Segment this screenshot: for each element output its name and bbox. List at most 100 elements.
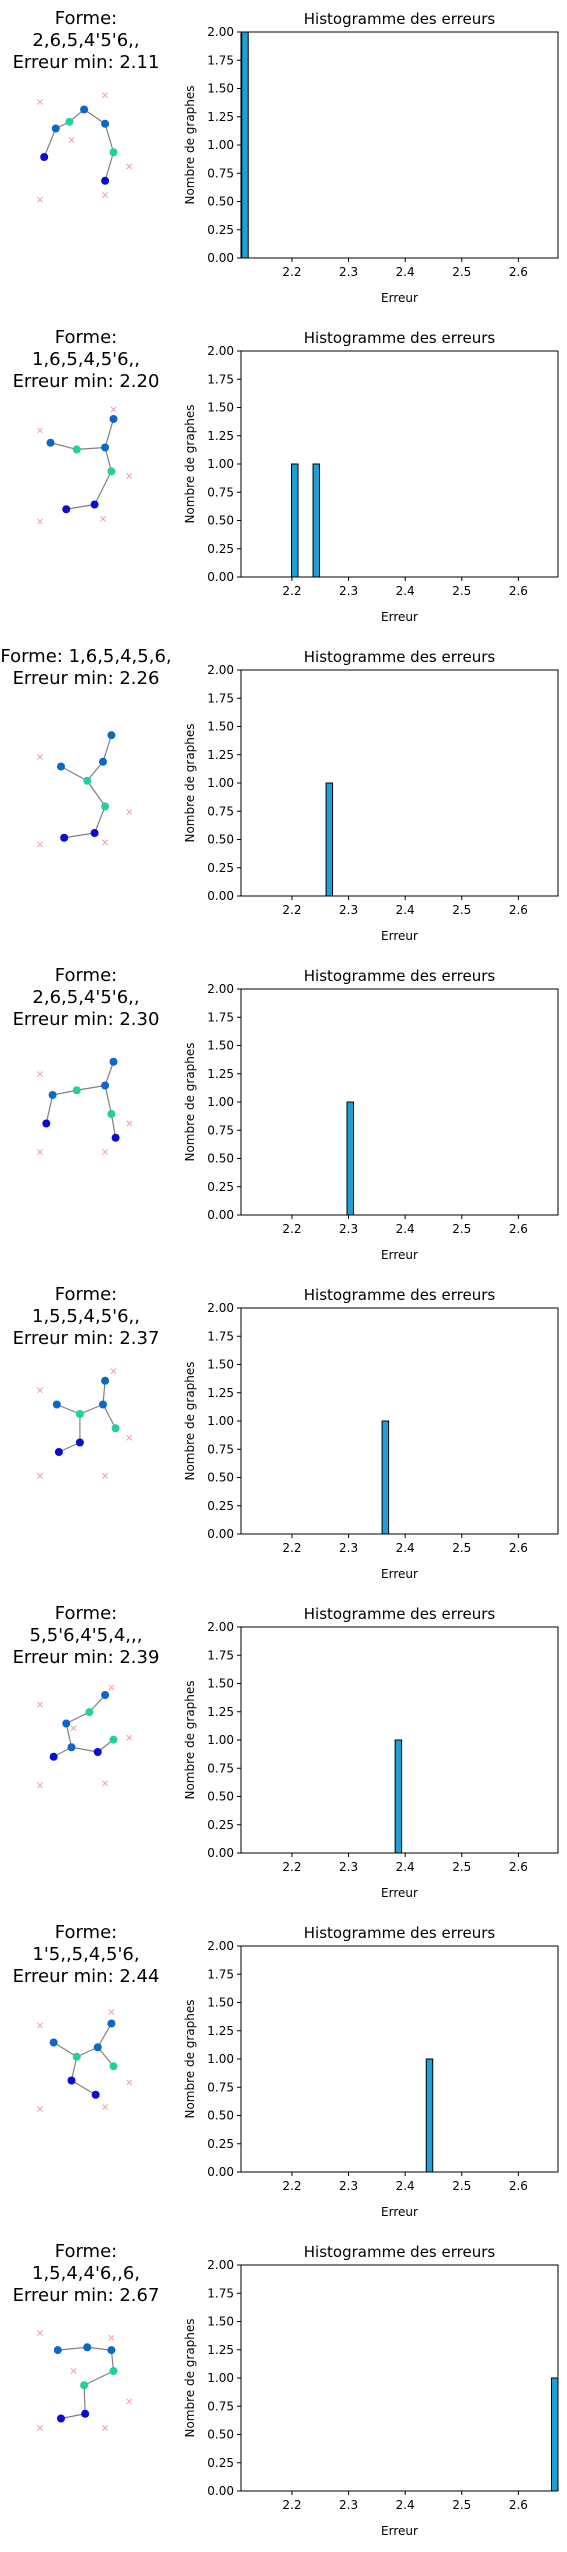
x-axis-label: Erreur [381,929,418,943]
cross-stroke [37,196,43,203]
graph-node [109,2062,118,2071]
cross-marker [37,1071,43,1078]
graph-edge [70,2056,78,2081]
graph-node [51,124,60,133]
cross-stroke [37,2106,43,2112]
x-tick-label: 2.4 [396,1222,415,1236]
histogram-bar [381,1420,390,1535]
graph-node [109,1057,118,1066]
cross-stroke [70,2368,77,2374]
y-tick-label: 0.00 [207,2165,234,2179]
cross-stroke [126,1120,133,1127]
cross-marker [37,518,43,525]
y-tick-label: 0.75 [207,166,234,180]
cross-marker [37,1149,43,1155]
graph-node [72,445,81,454]
plot-frame [240,669,559,897]
graph-edge [86,761,104,782]
x-tick-label: 2.2 [282,2498,301,2512]
y-axis-label: Nombre de graphes [183,85,197,204]
histogram-chart: 0.00 0.25 0.50 0.75 1.00 1.25 1.50 1.75 2.00 2.2 2… [183,329,559,624]
y-tick-label: 0.25 [207,1180,234,1194]
graph-node [109,2367,118,2375]
y-tick-label: 0.25 [207,2456,234,2470]
y-tick-label: 1.25 [207,429,234,443]
x-tick-label: 2.6 [509,903,528,917]
cross-marker [108,2009,115,2016]
forme-label: Forme: 1'5,,5,4,5'6, [32,1922,140,1965]
graph-node [101,176,110,185]
graph-node [52,1400,61,1409]
graph-node [107,2019,116,2028]
y-tick-label: 1.75 [207,1648,234,1662]
y-tick-label: 0.75 [207,2399,234,2413]
cross-stroke [37,2022,43,2029]
x-tick-label: 2.5 [452,903,471,917]
cross-stroke [102,1149,109,1155]
y-tick-label: 0.75 [207,2080,234,2094]
x-tick-label: 2.2 [282,265,301,279]
cross-stroke [126,2398,133,2405]
forme-label: Forme: 1,6,5,4,5'6,, [32,327,140,370]
graph-node [72,1086,81,1095]
y-tick-label: 0.50 [207,1152,234,1166]
graph-node [109,415,118,423]
erreur-min-label: Erreur min: 2.20 [12,371,160,392]
plot-frame [240,2264,559,2492]
cross-stroke [102,839,109,846]
histogram-chart: 0.00 0.25 0.50 0.75 1.00 1.25 1.50 1.75 2.00 2.2 2… [183,2243,559,2538]
graph-edge [94,470,112,505]
graph-edge [60,765,88,782]
graph-node [57,2414,65,2423]
result-panel: Forme: 5,5'6,4'5,4,,, Erreur min: 2.39 0.0… [0,1595,567,1914]
graph-node [107,467,116,476]
cross-marker [102,192,109,198]
cross-marker [126,1434,133,1441]
graph-edge [71,2079,96,2096]
y-axis-label: Nombre de graphes [183,2318,197,2437]
graph-node [62,1719,71,1728]
y-tick-label: 1.75 [207,2286,234,2300]
cross-stroke [102,1472,109,1479]
erreur-min-label: Erreur min: 2.30 [12,1009,160,1030]
plot-frame [240,1945,559,2173]
graph-node [83,776,92,785]
graph-edge [53,2041,78,2058]
graph-node [54,1448,63,1456]
result-panel: Forme: 2,6,5,4'5'6,, Erreur min: 2.30 0.00… [0,957,567,1276]
graph-edge [110,1113,117,1138]
y-tick-label: 1.25 [207,2343,234,2357]
graph-edge [71,1746,98,1753]
cross-marker [70,1725,77,1732]
chart-title: Histogramme des erreurs [304,1924,496,1942]
y-tick-label: 1.00 [207,1414,234,1428]
graph-node [99,757,107,766]
y-tick-label: 2.00 [207,982,234,996]
y-tick-label: 0.50 [207,2428,234,2442]
x-tick-label: 2.6 [509,1541,528,1555]
graph-drawing [37,1057,133,1155]
y-axis-label: Nombre de graphes [183,1361,197,1480]
cross-marker [37,98,43,105]
graph-drawing [37,2330,133,2431]
y-tick-label: 1.00 [207,776,234,790]
x-tick-label: 2.2 [282,1222,301,1236]
erreur-min-label: Erreur min: 2.26 [12,668,160,689]
y-tick-label: 1.50 [207,82,234,96]
cross-stroke [126,1434,133,1441]
y-tick-label: 1.00 [207,2052,234,2066]
result-panel: Forme: 1,6,5,4,5,6, Erreur min: 2.26 0.00 0… [0,638,567,957]
erreur-min-label: Erreur min: 2.44 [12,1966,160,1987]
plot-frame [240,1307,559,1535]
y-tick-label: 1.25 [207,1386,234,1400]
y-tick-label: 1.25 [207,2024,234,2038]
cross-marker [102,1780,109,1787]
y-tick-label: 0.50 [207,514,234,528]
y-tick-label: 0.25 [207,1499,234,1513]
x-tick-label: 2.3 [339,1222,358,1236]
graph-edge [57,2346,88,2351]
graph-node [53,2346,62,2355]
graph-node [107,1110,116,1118]
graph-node [60,833,69,842]
graph-edge [65,1723,73,1748]
